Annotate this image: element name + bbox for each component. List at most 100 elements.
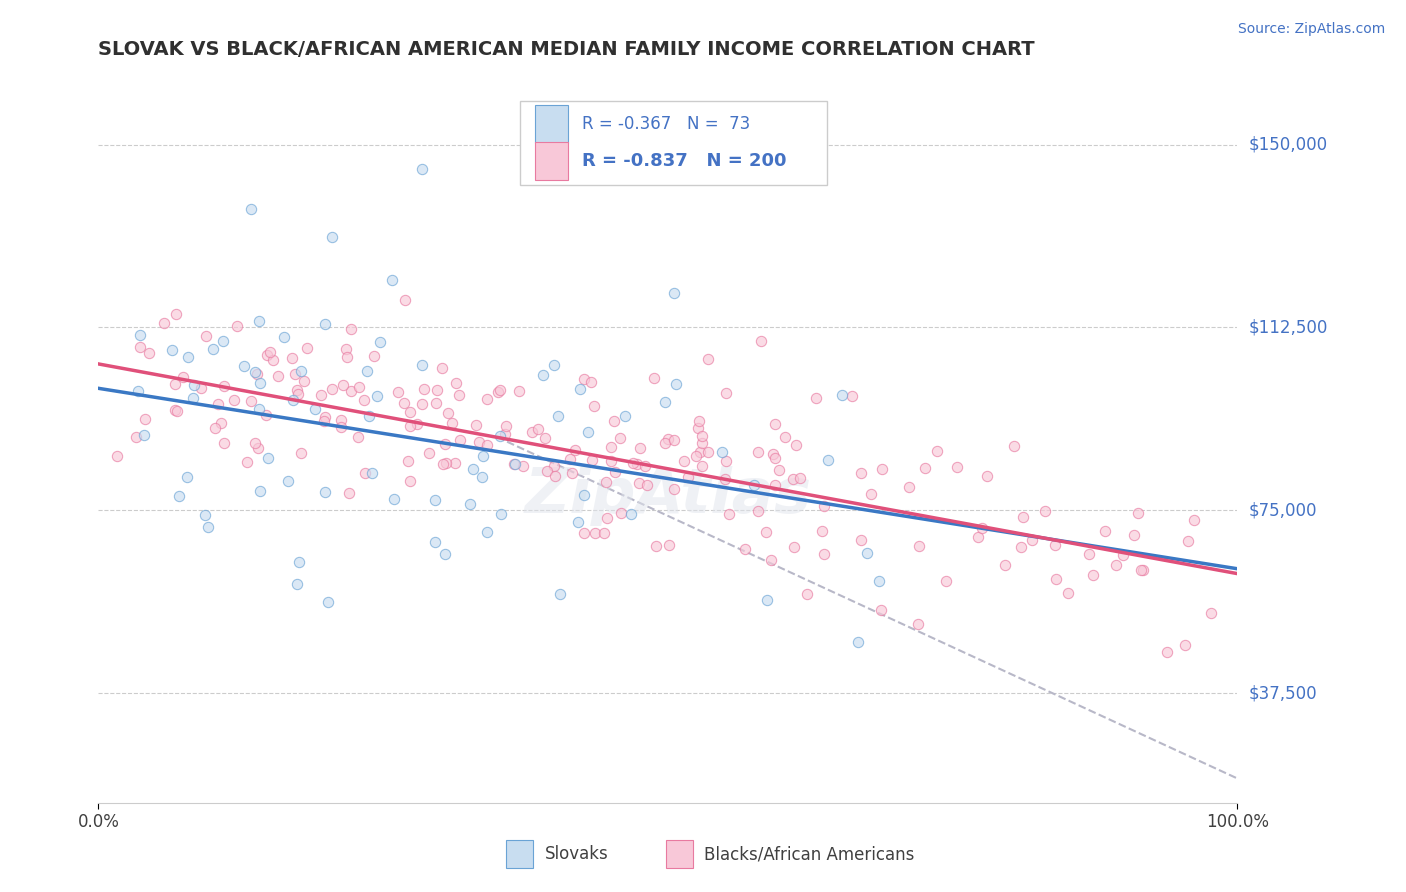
Point	[785, 438, 807, 452]
Point	[434, 547, 457, 561]
Point	[138, 346, 160, 360]
Point	[665, 377, 688, 392]
Point	[970, 521, 993, 535]
Point	[212, 436, 235, 450]
Point	[197, 519, 219, 533]
Point	[579, 375, 602, 389]
Point	[183, 377, 205, 392]
Point	[489, 507, 512, 521]
Point	[332, 378, 354, 392]
Point	[756, 592, 779, 607]
Point	[505, 458, 527, 472]
Point	[534, 431, 557, 445]
Point	[855, 545, 877, 559]
Point	[249, 376, 271, 390]
Point	[440, 417, 463, 431]
Point	[226, 318, 249, 333]
Point	[243, 365, 266, 379]
Point	[927, 444, 949, 458]
Point	[256, 348, 278, 362]
FancyBboxPatch shape	[534, 105, 568, 143]
Point	[195, 328, 218, 343]
Point	[246, 442, 269, 456]
Point	[366, 389, 388, 403]
Point	[508, 384, 530, 399]
Point	[522, 425, 544, 439]
Point	[463, 461, 485, 475]
Point	[614, 409, 637, 424]
Text: SLOVAK VS BLACK/AFRICAN AMERICAN MEDIAN FAMILY INCOME CORRELATION CHART: SLOVAK VS BLACK/AFRICAN AMERICAN MEDIAN …	[98, 39, 1035, 59]
Point	[132, 427, 155, 442]
Point	[672, 454, 695, 468]
Point	[897, 480, 920, 494]
Point	[1033, 504, 1056, 518]
Point	[413, 382, 436, 396]
Point	[446, 376, 468, 391]
Point	[387, 384, 409, 399]
Point	[644, 539, 666, 553]
Point	[628, 441, 651, 455]
Point	[399, 418, 422, 433]
Point	[246, 367, 269, 381]
Point	[167, 489, 190, 503]
Point	[339, 486, 361, 500]
Point	[411, 397, 433, 411]
Point	[603, 465, 626, 479]
Point	[759, 553, 782, 567]
Point	[502, 458, 524, 472]
Point	[212, 334, 235, 349]
Point	[321, 382, 343, 396]
Point	[734, 541, 756, 556]
Text: $112,500: $112,500	[1249, 318, 1327, 336]
Point	[609, 430, 631, 444]
Point	[685, 449, 707, 463]
Point	[548, 587, 571, 601]
Text: R = -0.367   N =  73: R = -0.367 N = 73	[582, 115, 751, 133]
Point	[280, 351, 302, 365]
Point	[354, 466, 377, 480]
Point	[495, 418, 517, 433]
Point	[1094, 524, 1116, 539]
Point	[314, 318, 336, 332]
Point	[626, 458, 648, 472]
Point	[595, 475, 617, 489]
Point	[418, 446, 440, 460]
Point	[568, 383, 591, 397]
Point	[346, 430, 368, 444]
Point	[574, 526, 596, 541]
Point	[796, 587, 818, 601]
Point	[368, 335, 391, 350]
Point	[654, 435, 676, 450]
Point	[477, 392, 499, 406]
Point	[868, 574, 890, 589]
Point	[1122, 528, 1144, 542]
Point	[696, 445, 718, 459]
Point	[398, 474, 420, 488]
Point	[361, 466, 384, 480]
Point	[405, 417, 427, 431]
Point	[288, 555, 311, 569]
Point	[128, 340, 150, 354]
Point	[946, 459, 969, 474]
Point	[222, 392, 245, 407]
Point	[267, 369, 290, 384]
Point	[782, 472, 804, 486]
Point	[610, 507, 633, 521]
Point	[285, 576, 308, 591]
Point	[177, 351, 200, 365]
Point	[259, 344, 281, 359]
Point	[494, 427, 516, 442]
Point	[536, 464, 558, 478]
Point	[1012, 509, 1035, 524]
Point	[763, 451, 786, 466]
Point	[627, 476, 650, 491]
Point	[292, 375, 315, 389]
Point	[576, 425, 599, 439]
Point	[314, 409, 336, 424]
Point	[1002, 439, 1025, 453]
Point	[600, 454, 623, 468]
Point	[247, 314, 270, 328]
Point	[249, 484, 271, 499]
Point	[396, 454, 419, 468]
Point	[283, 393, 305, 408]
